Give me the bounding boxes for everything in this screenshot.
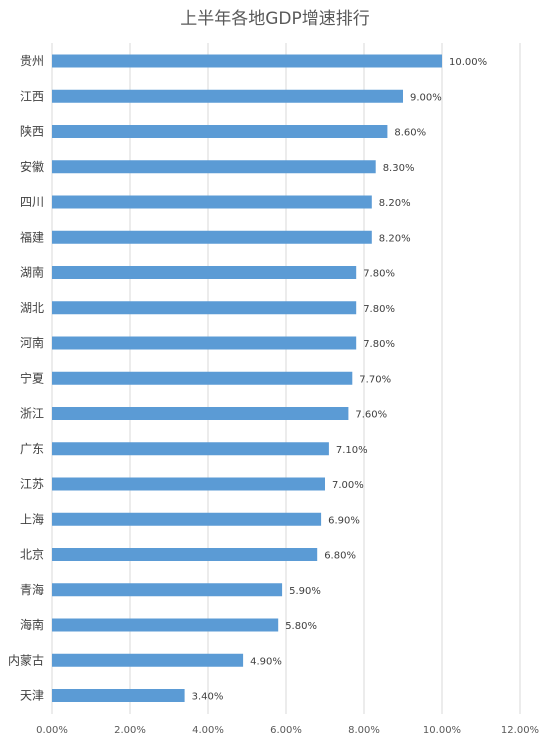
- category-label: 四川: [20, 195, 44, 209]
- category-label: 河南: [20, 335, 44, 350]
- data-label: 8.20%: [379, 198, 411, 209]
- data-label: 7.80%: [363, 339, 395, 350]
- category-label: 浙江: [20, 407, 44, 421]
- category-label: 福建: [20, 229, 44, 244]
- category-label: 上海: [20, 511, 44, 526]
- category-label: 陕西: [20, 124, 44, 139]
- category-label: 贵州: [20, 54, 44, 68]
- category-label: 湖南: [20, 265, 44, 280]
- data-label: 5.90%: [289, 586, 321, 597]
- x-tick-label: 6.00%: [270, 725, 302, 736]
- category-label: 江苏: [20, 477, 44, 491]
- data-label: 8.60%: [394, 128, 426, 139]
- bar: [52, 160, 376, 174]
- bar: [52, 266, 357, 279]
- bar: [52, 618, 279, 632]
- bar: [52, 230, 372, 244]
- data-label: 7.80%: [363, 304, 395, 315]
- category-label: 内蒙古: [8, 652, 44, 667]
- category-label: 宁夏: [20, 370, 44, 385]
- category-label: 北京: [20, 548, 44, 562]
- bar: [52, 54, 442, 68]
- bar: [52, 477, 325, 491]
- bar: [52, 89, 403, 103]
- data-label: 4.90%: [250, 656, 282, 667]
- category-label: 天津: [20, 689, 44, 703]
- bars: [52, 54, 442, 702]
- bar: [52, 689, 185, 702]
- x-tick-label: 2.00%: [114, 725, 146, 736]
- data-label: 7.80%: [363, 269, 395, 280]
- bar: [52, 301, 357, 315]
- data-label: 9.00%: [410, 92, 442, 103]
- data-label: 5.80%: [285, 621, 317, 632]
- x-tick-label: 0.00%: [36, 725, 68, 736]
- bar: [52, 336, 357, 350]
- x-tick-label: 8.00%: [348, 725, 380, 736]
- bar: [52, 512, 322, 526]
- data-label: 6.80%: [324, 551, 356, 562]
- data-label: 8.30%: [383, 163, 415, 174]
- x-axis-tick-labels: 0.00% 2.00% 4.00% 6.00% 8.00% 10.00% 12.00%: [36, 725, 539, 736]
- bar: [52, 653, 244, 667]
- x-tick-label: 12.00%: [501, 725, 539, 736]
- category-label: 湖北: [20, 300, 44, 315]
- category-label: 安徽: [20, 159, 44, 174]
- category-label: 广东: [20, 442, 44, 456]
- x-tick-label: 4.00%: [192, 725, 224, 736]
- bar: [52, 583, 283, 597]
- bar: [52, 442, 329, 456]
- bar: [52, 407, 349, 420]
- data-labels: 10.00% 9.00% 8.60% 8.30% 8.20% 8.20% 7.80% 7.80…: [192, 57, 488, 703]
- data-label: 3.40%: [192, 692, 224, 703]
- chart-title: 上半年各地GDP增速排行: [180, 9, 370, 29]
- bar: [52, 125, 388, 138]
- data-label: 10.00%: [449, 57, 487, 68]
- data-label: 6.90%: [328, 515, 360, 526]
- bar: [52, 371, 353, 385]
- category-label: 青海: [20, 582, 44, 597]
- data-label: 7.00%: [332, 480, 364, 491]
- data-label: 8.20%: [379, 233, 411, 244]
- x-tick-label: 10.00%: [423, 725, 461, 736]
- bar: [52, 195, 372, 209]
- data-label: 7.60%: [355, 410, 387, 421]
- data-label: 7.10%: [336, 445, 368, 456]
- category-label: 江西: [20, 89, 44, 103]
- category-label: 海南: [20, 617, 44, 632]
- data-label: 7.70%: [359, 374, 391, 385]
- bar: [52, 548, 318, 561]
